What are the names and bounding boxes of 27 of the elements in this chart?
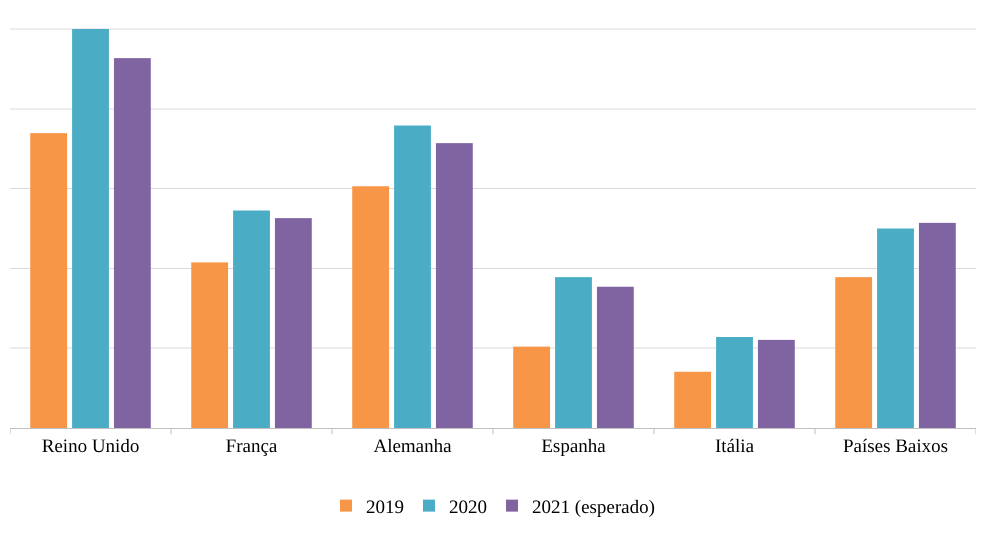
bar bbox=[918, 222, 956, 428]
bar bbox=[835, 277, 872, 428]
bar bbox=[513, 346, 550, 428]
bar bbox=[274, 218, 312, 428]
bar bbox=[877, 228, 914, 428]
bar bbox=[352, 186, 390, 428]
legend-label: 2020 bbox=[449, 497, 487, 518]
bar bbox=[596, 286, 634, 428]
x-tick-label: Reino Unido bbox=[42, 436, 140, 457]
bar bbox=[30, 133, 68, 428]
bar bbox=[436, 143, 473, 428]
legend-label: 2019 bbox=[366, 497, 404, 518]
bar bbox=[758, 340, 795, 428]
bar bbox=[72, 29, 109, 428]
x-tick-label: Alemanha bbox=[373, 436, 452, 457]
bar bbox=[716, 337, 753, 428]
bar bbox=[233, 210, 270, 428]
bar bbox=[674, 372, 712, 428]
x-tick-label: Itália bbox=[714, 436, 755, 457]
bar bbox=[555, 277, 592, 428]
bar bbox=[394, 126, 431, 428]
legend-label: 2021 (esperado) bbox=[532, 497, 655, 518]
x-tick-label: Espanha bbox=[541, 436, 606, 457]
bar bbox=[191, 262, 228, 428]
bar bbox=[114, 58, 151, 428]
x-tick-label: Países Baixos bbox=[842, 436, 948, 457]
x-tick-label: França bbox=[226, 436, 278, 457]
